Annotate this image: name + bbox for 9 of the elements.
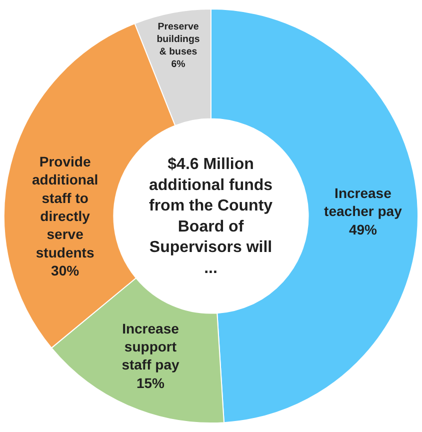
data-label: 30% [51, 262, 80, 279]
text: $4.6 Million additional funds from the County Board of Supervisors will ... [149, 156, 273, 277]
slice-label: Increase teacher pay [324, 185, 402, 220]
slice-label: Increase support staff pay [122, 320, 180, 373]
slice-label: Preserve buildings & buses [156, 21, 200, 58]
slice-label: Provide additional staff to directly serve students [32, 153, 98, 260]
data-label: 6% [171, 59, 186, 70]
data-label: 15% [136, 374, 166, 391]
data-label: 49% [348, 221, 378, 238]
